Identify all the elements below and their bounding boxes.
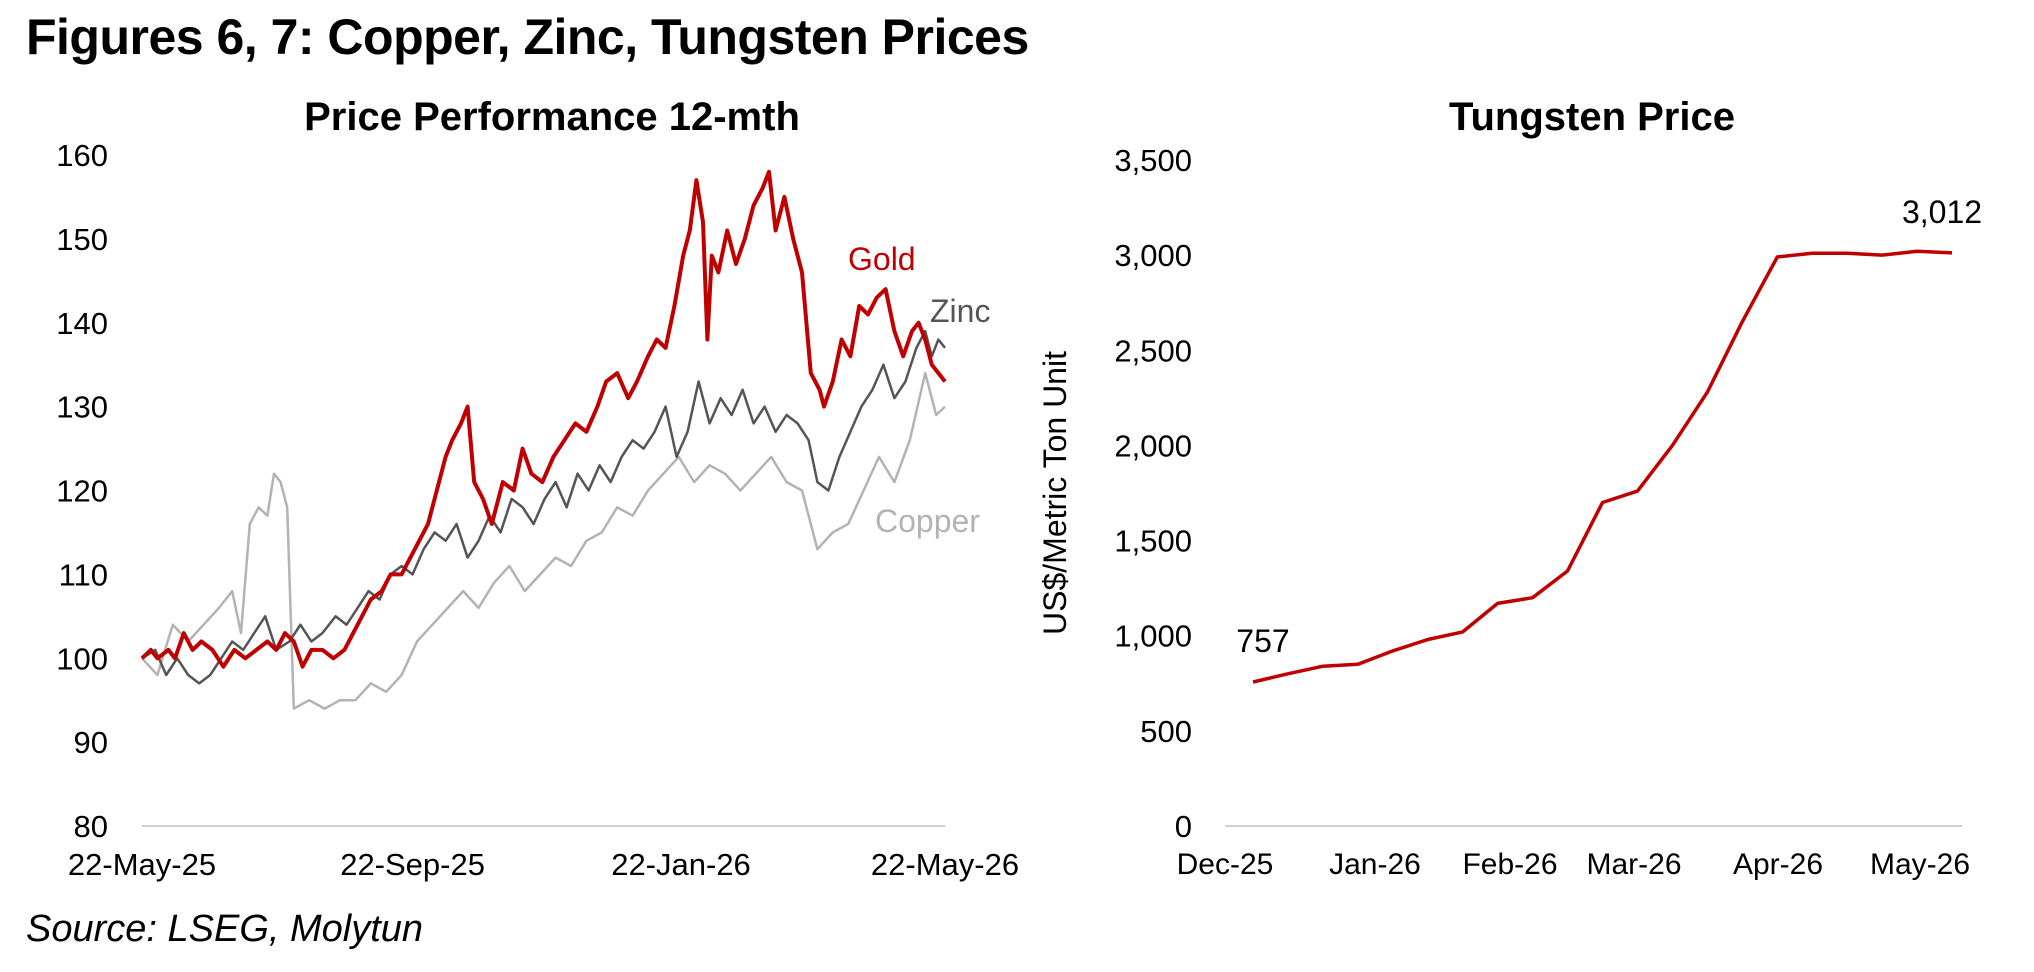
y-tick-label: 100 — [56, 641, 108, 676]
x-tick-label: 22-Jan-26 — [611, 847, 751, 882]
figure-title: Figures 6, 7: Copper, Zinc, Tungsten Pri… — [26, 9, 1029, 65]
x-tick-label: Jan-26 — [1329, 848, 1421, 881]
y-tick-label: 500 — [1140, 714, 1192, 749]
plot-area: Gold Zinc Copper — [140, 169, 990, 710]
x-tick-label: Mar-26 — [1586, 848, 1681, 881]
y-tick-label: 1,000 — [1114, 619, 1192, 654]
y-axis: 0 500 1,000 1,500 2,000 2,500 3,000 3,500 US$/Me… — [1037, 143, 1970, 881]
y-axis-title: US$/Metric Ton Unit — [1037, 351, 1073, 635]
x-tick-label: May-26 — [1870, 848, 1970, 881]
y-tick-label: 160 — [56, 138, 108, 173]
y-tick-label: 140 — [56, 306, 108, 341]
x-tick-label: Apr-26 — [1733, 848, 1823, 881]
series-label-zinc: Zinc — [930, 293, 990, 329]
x-tick-label: 22-May-25 — [68, 847, 216, 882]
x-tick-label: Dec-25 — [1177, 848, 1274, 881]
tungsten-price-chart: Tungsten Price 0 500 1,000 1,500 2,000 2,500 3… — [1037, 95, 1982, 881]
y-tick-label: 150 — [56, 222, 108, 257]
plot-area: 757 3,012 — [1236, 194, 1982, 684]
y-tick-label: 3,500 — [1114, 143, 1192, 178]
price-performance-chart: Price Performance 12-mth 80 90 100 110 120 13… — [56, 95, 1019, 882]
x-tick-label: 22-Sep-25 — [340, 847, 485, 882]
x-tick-label: Feb-26 — [1462, 848, 1557, 881]
y-tick-label: 2,500 — [1114, 333, 1192, 368]
x-tick-label: 22-May-26 — [871, 847, 1019, 882]
series-label-gold: Gold — [848, 241, 916, 277]
series-line-zinc — [141, 329, 946, 685]
y-tick-label: 80 — [74, 809, 108, 844]
series-label-copper: Copper — [875, 503, 980, 539]
y-tick-label: 1,500 — [1114, 524, 1192, 559]
series-line-gold — [140, 169, 947, 669]
y-tick-label: 3,000 — [1114, 238, 1192, 273]
chart-title: Tungsten Price — [1449, 95, 1735, 139]
y-tick-label: 110 — [59, 557, 108, 592]
source-note: Source: LSEG, Molytun — [26, 908, 424, 950]
data-label-start: 757 — [1236, 623, 1289, 659]
y-axis: 80 90 100 110 120 130 140 150 160 22-May-25 22-Sep… — [56, 138, 1019, 882]
chart-title: Price Performance 12-mth — [304, 95, 800, 139]
y-tick-label: 90 — [74, 725, 108, 760]
series-line-tungsten — [1252, 249, 1953, 684]
data-label-end: 3,012 — [1902, 194, 1982, 230]
y-tick-label: 0 — [1175, 809, 1192, 844]
y-tick-label: 130 — [56, 390, 108, 425]
series-line-copper — [141, 371, 946, 710]
y-tick-label: 2,000 — [1114, 428, 1192, 463]
y-tick-label: 120 — [56, 474, 108, 509]
